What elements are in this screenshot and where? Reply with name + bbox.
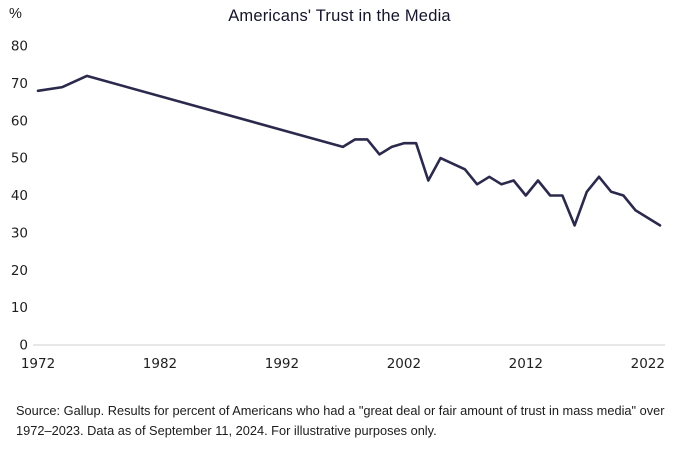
y-tick-label: 70 [11,76,28,92]
y-tick-label: 20 [11,263,28,279]
y-tick-label: 30 [11,225,28,241]
x-tick-label: 2022 [631,356,665,372]
trust-line-chart: 0 10 20 30 40 50 60 70 80 1972 1982 1992 2002 2012 202… [11,39,665,372]
y-tick-label: 60 [11,113,28,129]
y-tick-label: 0 [19,338,28,354]
chart-title: Americans' Trust in the Media [228,7,451,25]
x-tick-label: 1982 [143,356,177,372]
x-tick-label: 2002 [387,356,421,372]
y-axis-unit-label: % [9,6,22,22]
trust-data-line [36,74,662,227]
x-tick-label: 2012 [509,356,543,372]
y-tick-label: 10 [11,300,28,316]
y-tick-label: 50 [11,151,28,167]
x-tick-label: 1972 [21,356,55,372]
x-tick-label: 1992 [265,356,299,372]
source-note: Source: Gallup. Results for percent of A… [16,403,665,439]
y-tick-label: 40 [11,188,28,204]
y-tick-label: 80 [11,39,28,55]
